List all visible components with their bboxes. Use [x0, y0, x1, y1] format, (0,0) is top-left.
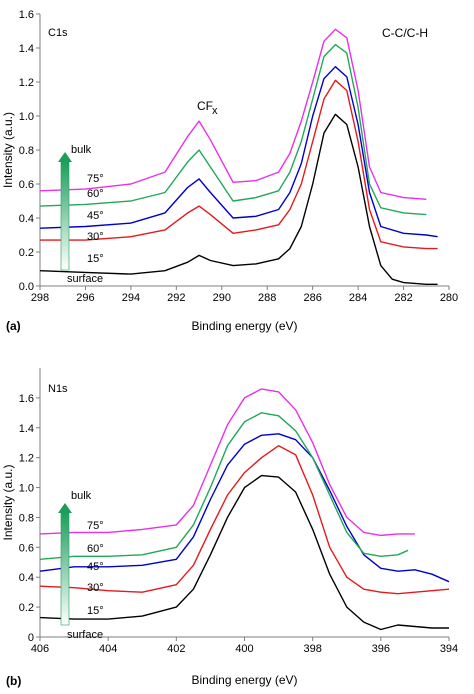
y-tick-label: 0.6: [19, 179, 34, 191]
y-tick-label: 1.2: [19, 77, 34, 89]
panel-label: (a): [6, 319, 21, 333]
x-tick-label: 286: [303, 292, 321, 304]
series-label: 45°: [87, 561, 104, 573]
y-tick-label: 1.6: [19, 9, 34, 21]
y-tick-label: 0.4: [19, 213, 34, 225]
y-tick-label: 1.2: [19, 453, 34, 465]
series-label: 15°: [87, 605, 104, 617]
y-tick-label: 0.2: [19, 602, 34, 614]
y-tick-label: 1.0: [19, 483, 34, 495]
depth-arrow-head: [58, 503, 72, 513]
x-tick-label: 294: [122, 292, 140, 304]
x-tick-label: 400: [235, 643, 253, 655]
series-label: 60°: [87, 543, 104, 555]
series-line-5: [39, 388, 415, 537]
y-tick-label: 1.6: [19, 393, 34, 405]
series-line-4: [39, 43, 427, 216]
series-line-1: [39, 474, 449, 631]
series-label: 30°: [87, 231, 104, 243]
y-tick-label: 1.0: [19, 111, 34, 123]
series-label: 60°: [87, 188, 104, 200]
x-tick-label: 288: [258, 292, 276, 304]
series-line-1: [39, 113, 438, 285]
x-tick-label: 282: [394, 292, 412, 304]
series-label: 45°: [87, 210, 104, 222]
x-tick-label: 290: [213, 292, 231, 304]
y-tick-label: 0: [28, 632, 34, 644]
series-line-4: [39, 412, 409, 560]
chart-panel-1: 298 296 294 292 290 288 286 284 282 280 0.0 0.2 0.4 0…: [1, 9, 458, 333]
x-tick-label: 406: [31, 643, 49, 655]
series-label: 75°: [87, 520, 104, 532]
peak-label-cfx-subscript: x: [212, 105, 218, 117]
series-label: 30°: [87, 582, 104, 594]
x-tick-label: 398: [303, 643, 321, 655]
y-tick-label: 1.4: [19, 43, 34, 55]
depth-arrow-shaft: [60, 160, 70, 271]
y-axis-label: Intensity (a.u.): [1, 112, 15, 188]
arrow-label-surface: surface: [67, 629, 103, 641]
series-label: 15°: [87, 253, 104, 265]
arrow-label-surface: surface: [67, 273, 103, 285]
x-tick-label: 296: [76, 292, 94, 304]
series-label: 75°: [87, 173, 104, 185]
y-tick-label: 0.8: [19, 512, 34, 524]
y-axis-label: Intensity (a.u.): [1, 464, 15, 540]
y-tick-label: 1.4: [19, 423, 34, 435]
x-tick-label: 284: [349, 292, 367, 304]
x-tick-label: 404: [99, 643, 117, 655]
spectrum-region-label: N1s: [48, 383, 68, 395]
y-tick-label: 0.6: [19, 542, 34, 554]
x-tick-label: 298: [31, 292, 49, 304]
panel-label: (b): [6, 674, 21, 688]
x-axis-label: Binding energy (eV): [191, 319, 297, 333]
x-tick-label: 394: [440, 643, 458, 655]
x-tick-label: 396: [372, 643, 390, 655]
peak-label-cc: C-C/C-H: [382, 26, 428, 40]
spectrum-region-label: C1s: [48, 27, 68, 39]
series-line-2: [40, 79, 438, 250]
x-tick-label: 280: [440, 292, 458, 304]
arrow-label-bulk: bulk: [71, 144, 92, 156]
arrow-label-bulk: bulk: [71, 490, 92, 502]
series-line-5: [39, 28, 427, 200]
series-line-3: [39, 433, 450, 583]
series-line-2: [39, 445, 450, 595]
y-tick-label: 0.0: [19, 281, 34, 293]
peak-label-cfx: CF: [197, 99, 213, 113]
depth-arrow-head: [58, 152, 72, 162]
x-axis-label: Binding energy (eV): [191, 673, 297, 687]
x-tick-label: 402: [167, 643, 185, 655]
y-tick-label: 0.4: [19, 572, 34, 584]
x-tick-label: 292: [167, 292, 185, 304]
chart-panel-2: 406 404 402 400 398 396 394 0 0.2 0.4 0.6 0.8 1.0 1.2…: [1, 368, 458, 688]
depth-arrow-shaft: [60, 511, 70, 626]
series-line-3: [39, 65, 438, 238]
y-tick-label: 0.8: [19, 145, 34, 157]
y-tick-label: 0.2: [19, 247, 34, 259]
